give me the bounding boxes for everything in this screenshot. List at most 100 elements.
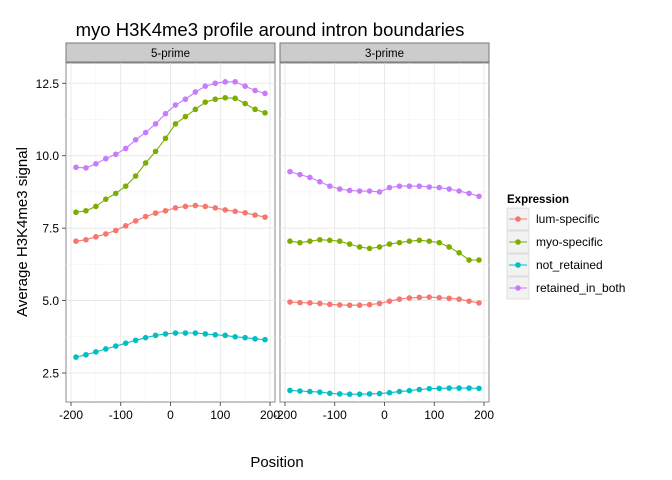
y-tick-label: 2.5 — [42, 367, 59, 381]
data-point-lum-specific — [262, 214, 268, 220]
data-point-not_retained — [103, 346, 109, 352]
data-point-not_retained — [287, 387, 293, 394]
data-point-not_retained — [436, 385, 443, 392]
data-point-myo-specific — [436, 239, 443, 246]
data-point-lum-specific — [73, 238, 79, 244]
data-point-retained_in_both — [366, 188, 373, 194]
y-tick-label: 12.5 — [36, 77, 60, 91]
data-point-not_retained — [262, 336, 268, 343]
data-point-retained_in_both — [93, 161, 99, 167]
facet-strip — [279, 42, 490, 63]
data-point-lum-specific — [142, 213, 149, 220]
x-tick-label: 200 — [474, 408, 494, 422]
data-point-retained_in_both — [356, 188, 363, 194]
data-point-myo-specific — [307, 238, 313, 244]
data-point-lum-specific — [456, 296, 462, 302]
data-point-not_retained — [317, 389, 323, 395]
data-point-not_retained — [132, 337, 139, 344]
data-point-retained_in_both — [103, 155, 109, 162]
data-point-lum-specific — [287, 299, 293, 305]
data-point-not_retained — [73, 354, 79, 360]
legend-label: retained_in_both — [536, 281, 625, 295]
legend-key-point — [515, 285, 521, 291]
data-point-myo-specific — [376, 244, 383, 250]
data-point-retained_in_both — [172, 102, 179, 108]
x-tick-label: 100 — [424, 408, 444, 422]
x-tick-label: 0 — [167, 408, 174, 422]
data-point-retained_in_both — [396, 183, 403, 189]
data-point-lum-specific — [212, 205, 219, 211]
x-tick-label: 100 — [210, 408, 230, 422]
legend-title: Expression — [507, 194, 569, 206]
data-point-retained_in_both — [222, 79, 229, 85]
data-point-not_retained — [386, 389, 393, 396]
data-point-not_retained — [252, 336, 258, 342]
data-point-retained_in_both — [132, 136, 139, 143]
data-point-lum-specific — [326, 301, 333, 308]
data-point-retained_in_both — [212, 80, 219, 87]
data-point-lum-specific — [152, 210, 159, 216]
data-point-myo-specific — [476, 257, 482, 263]
data-point-retained_in_both — [162, 110, 169, 117]
legend-key-point — [515, 239, 521, 245]
data-point-lum-specific — [336, 302, 343, 308]
data-point-myo-specific — [326, 237, 333, 244]
data-point-retained_in_both — [232, 79, 238, 85]
data-point-lum-specific — [132, 218, 139, 224]
data-point-myo-specific — [346, 241, 353, 247]
data-point-myo-specific — [396, 239, 403, 246]
data-point-not_retained — [142, 334, 149, 341]
data-point-myo-specific — [122, 183, 129, 189]
facet-strip-label: 3-prime — [365, 48, 404, 60]
series-marks — [287, 168, 482, 397]
y-axis: 2.5 5.0 7.5 10.0 12.5 — [36, 77, 66, 381]
data-point-not_retained — [456, 385, 462, 391]
data-point-myo-specific — [162, 135, 169, 142]
data-point-retained_in_both — [307, 174, 313, 181]
data-point-lum-specific — [446, 295, 452, 302]
data-point-retained_in_both — [83, 165, 89, 171]
data-point-retained_in_both — [262, 90, 268, 97]
data-point-myo-specific — [103, 196, 109, 202]
data-point-retained_in_both — [182, 96, 189, 103]
data-point-retained_in_both — [73, 164, 79, 171]
x-tick-label: -200 — [59, 408, 83, 422]
legend: Expression lum-specific myo-specific not_r… — [506, 194, 625, 300]
data-point-myo-specific — [466, 257, 472, 263]
data-point-myo-specific — [212, 96, 219, 103]
data-point-lum-specific — [297, 299, 303, 306]
data-point-lum-specific — [416, 294, 423, 301]
x-tick-label: -100 — [109, 408, 133, 422]
data-point-myo-specific — [112, 190, 119, 197]
data-point-retained_in_both — [446, 186, 452, 192]
data-point-lum-specific — [112, 227, 119, 234]
data-point-not_retained — [466, 385, 472, 391]
data-point-not_retained — [307, 388, 313, 395]
data-point-lum-specific — [232, 208, 238, 215]
data-point-myo-specific — [336, 238, 343, 244]
data-point-myo-specific — [132, 173, 139, 179]
chart-title: myo H3K4me3 profile around intron bounda… — [76, 19, 465, 40]
data-point-myo-specific — [297, 239, 303, 246]
data-point-retained_in_both — [142, 129, 149, 136]
data-point-not_retained — [416, 386, 423, 393]
y-tick-label: 10.0 — [36, 149, 60, 163]
data-point-not_retained — [162, 331, 169, 337]
data-point-retained_in_both — [466, 190, 472, 197]
data-point-retained_in_both — [426, 184, 433, 190]
data-point-retained_in_both — [476, 193, 482, 200]
data-point-lum-specific — [172, 205, 179, 211]
data-point-myo-specific — [232, 95, 238, 102]
data-point-myo-specific — [93, 203, 99, 210]
data-point-lum-specific — [376, 300, 383, 307]
data-point-not_retained — [446, 385, 452, 391]
data-point-lum-specific — [192, 202, 199, 209]
data-point-myo-specific — [202, 99, 209, 105]
data-point-not_retained — [356, 391, 363, 397]
legend-label: not_retained — [536, 258, 603, 272]
data-point-not_retained — [212, 331, 219, 338]
data-point-not_retained — [122, 340, 129, 346]
facet-strip-label: 5-prime — [151, 48, 190, 60]
data-point-not_retained — [152, 332, 159, 339]
data-point-myo-specific — [182, 113, 189, 120]
